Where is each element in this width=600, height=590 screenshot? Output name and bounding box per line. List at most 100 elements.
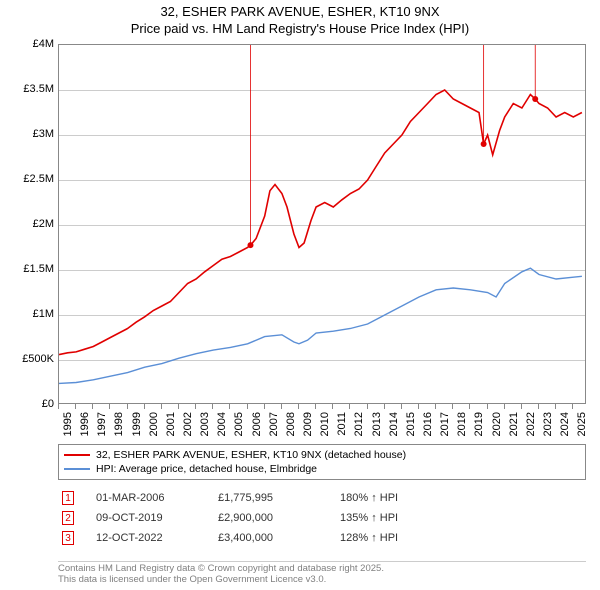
x-tick (127, 404, 128, 409)
y-tick-label: £500K (6, 353, 54, 365)
y-tick-label: £3M (6, 128, 54, 140)
x-tick-label: 2017 (439, 412, 451, 436)
x-tick-label: 2010 (319, 412, 331, 436)
title-line-2: Price paid vs. HM Land Registry's House … (0, 21, 600, 38)
x-tick-label: 2007 (268, 412, 280, 436)
x-tick-label: 2019 (473, 412, 485, 436)
x-tick (195, 404, 196, 409)
y-tick-label: £3.5M (6, 83, 54, 95)
chart-title: 32, ESHER PARK AVENUE, ESHER, KT10 9NX P… (0, 0, 600, 38)
x-tick-label: 1998 (113, 412, 125, 436)
x-tick (555, 404, 556, 409)
x-tick (247, 404, 248, 409)
x-tick-label: 2022 (525, 412, 537, 436)
x-tick-label: 2014 (388, 412, 400, 436)
x-tick (161, 404, 162, 409)
row-marker: 3 (62, 531, 74, 545)
y-tick-label: £1M (6, 308, 54, 320)
legend-swatch (64, 454, 90, 456)
x-tick (109, 404, 110, 409)
x-tick (212, 404, 213, 409)
row-price: £2,900,000 (218, 512, 318, 524)
row-date: 01-MAR-2006 (96, 492, 196, 504)
y-tick-label: £2.5M (6, 173, 54, 185)
x-tick (452, 404, 453, 409)
x-tick-label: 2002 (182, 412, 194, 436)
x-tick (504, 404, 505, 409)
x-tick-label: 2015 (405, 412, 417, 436)
x-tick-label: 2020 (491, 412, 503, 436)
row-price: £1,775,995 (218, 492, 318, 504)
sales-row: 2 09-OCT-2019 £2,900,000 135% ↑ HPI (58, 508, 586, 528)
x-tick-label: 2005 (233, 412, 245, 436)
x-tick-label: 2016 (422, 412, 434, 436)
x-tick-label: 2009 (302, 412, 314, 436)
x-tick-label: 2021 (508, 412, 520, 436)
row-date: 12-OCT-2022 (96, 532, 196, 544)
row-hpi: 180% ↑ HPI (340, 492, 440, 504)
x-tick (144, 404, 145, 409)
x-tick-label: 2008 (285, 412, 297, 436)
legend-swatch (64, 468, 90, 470)
x-tick (229, 404, 230, 409)
x-tick (298, 404, 299, 409)
legend: 32, ESHER PARK AVENUE, ESHER, KT10 9NX (… (58, 444, 586, 480)
row-hpi: 135% ↑ HPI (340, 512, 440, 524)
chart-container: 32, ESHER PARK AVENUE, ESHER, KT10 9NX P… (0, 0, 600, 590)
x-tick (58, 404, 59, 409)
row-marker: 1 (62, 491, 74, 505)
sales-row: 3 12-OCT-2022 £3,400,000 128% ↑ HPI (58, 528, 586, 548)
x-tick-label: 2001 (165, 412, 177, 436)
x-tick (538, 404, 539, 409)
sales-table: 1 01-MAR-2006 £1,775,995 180% ↑ HPI 2 09-OCT-… (58, 488, 586, 548)
x-tick-label: 2006 (251, 412, 263, 436)
y-tick-label: £4M (6, 38, 54, 50)
footnote-line-2: This data is licensed under the Open Gov… (58, 575, 586, 586)
x-tick-label: 2013 (371, 412, 383, 436)
row-hpi: 128% ↑ HPI (340, 532, 440, 544)
x-tick (75, 404, 76, 409)
plot-area: 123 (58, 44, 586, 404)
x-tick (384, 404, 385, 409)
x-tick (178, 404, 179, 409)
x-tick-label: 2025 (576, 412, 588, 436)
x-tick (315, 404, 316, 409)
y-tick-label: £1.5M (6, 263, 54, 275)
legend-row: HPI: Average price, detached house, Elmb… (64, 462, 580, 476)
x-tick-label: 1996 (79, 412, 91, 436)
x-tick (469, 404, 470, 409)
chart-svg (59, 45, 587, 405)
row-marker: 2 (62, 511, 74, 525)
footnote: Contains HM Land Registry data © Crown c… (58, 561, 586, 586)
legend-row: 32, ESHER PARK AVENUE, ESHER, KT10 9NX (… (64, 448, 580, 462)
y-tick-label: £0 (6, 398, 54, 410)
x-tick-label: 2000 (148, 412, 160, 436)
x-tick (281, 404, 282, 409)
x-tick-label: 2023 (542, 412, 554, 436)
x-tick-label: 2018 (456, 412, 468, 436)
x-tick-label: 2024 (559, 412, 571, 436)
y-tick-label: £2M (6, 218, 54, 230)
x-tick-label: 2011 (336, 412, 348, 436)
row-date: 09-OCT-2019 (96, 512, 196, 524)
x-tick-label: 2012 (353, 412, 365, 436)
series-line (59, 268, 582, 383)
x-tick (435, 404, 436, 409)
series-line (59, 90, 582, 355)
x-tick-label: 1999 (131, 412, 143, 436)
x-tick (332, 404, 333, 409)
x-tick-label: 1997 (96, 412, 108, 436)
title-line-1: 32, ESHER PARK AVENUE, ESHER, KT10 9NX (0, 4, 600, 21)
sales-row: 1 01-MAR-2006 £1,775,995 180% ↑ HPI (58, 488, 586, 508)
legend-label: HPI: Average price, detached house, Elmb… (96, 463, 317, 475)
x-tick (367, 404, 368, 409)
x-tick (349, 404, 350, 409)
x-tick-label: 1995 (62, 412, 74, 436)
x-tick (401, 404, 402, 409)
x-tick (487, 404, 488, 409)
x-tick (92, 404, 93, 409)
row-price: £3,400,000 (218, 532, 318, 544)
x-tick (418, 404, 419, 409)
x-tick (572, 404, 573, 409)
x-tick (264, 404, 265, 409)
